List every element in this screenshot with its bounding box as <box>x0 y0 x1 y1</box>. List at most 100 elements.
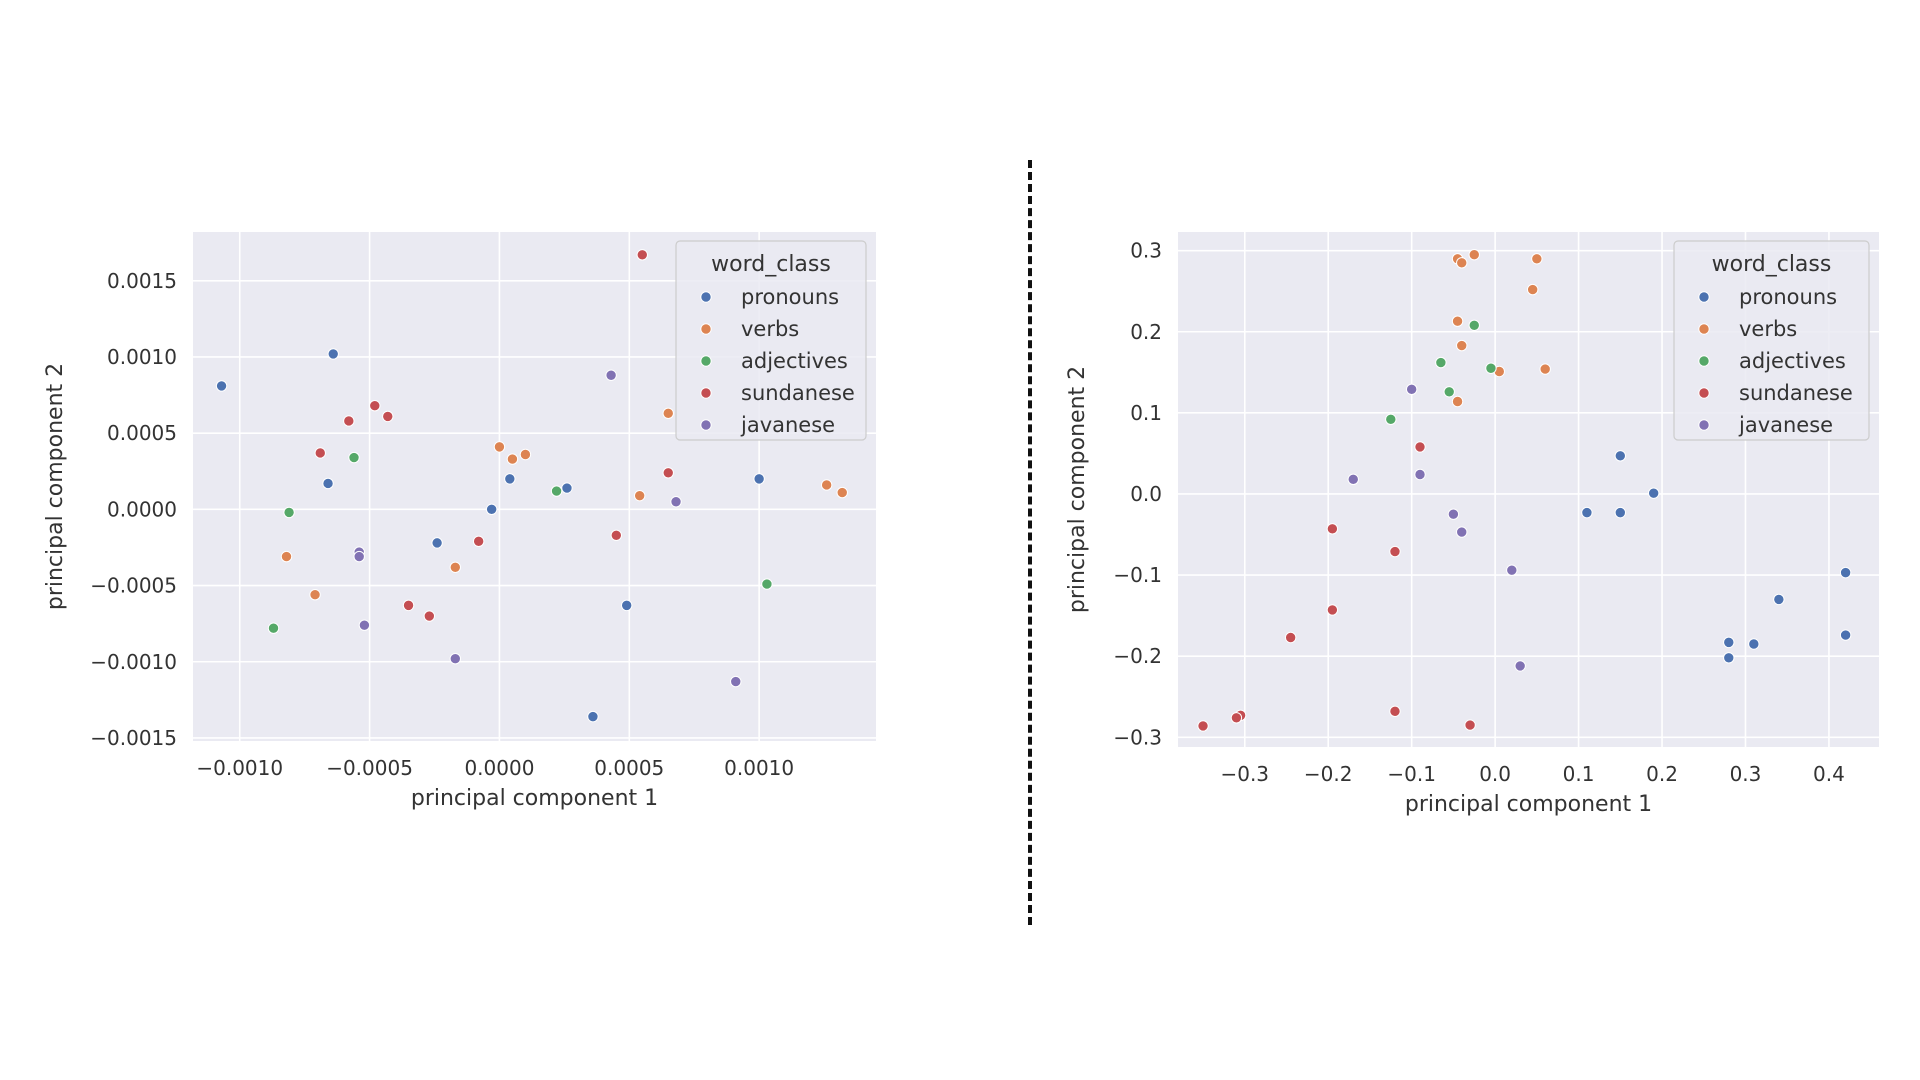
chart-right: −0.3 −0.2 −0.1 0.0 0.1 0.2 0.3 0.4 −0.3 −0.2 −0.1 0… <box>1065 232 1879 817</box>
x-tick-label: −0.3 <box>1220 762 1269 786</box>
point-verbs <box>633 489 646 502</box>
x-tick-label: −0.0010 <box>196 756 283 780</box>
legend-marker-sundanese <box>1698 387 1710 399</box>
legend-label-pronouns: pronouns <box>1739 285 1837 309</box>
dashed-divider <box>1028 160 1032 925</box>
point-sundanese <box>343 415 355 427</box>
point-javanese <box>353 550 365 563</box>
point-sundanese <box>1389 545 1401 558</box>
y-tick-label: −0.3 <box>1113 725 1162 749</box>
point-verbs <box>1451 395 1464 408</box>
point-pronouns <box>753 473 765 485</box>
legend-box <box>1673 240 1870 441</box>
point-pronouns <box>1614 506 1626 519</box>
point-pronouns <box>504 473 516 485</box>
y-tick-label: −0.0010 <box>90 650 177 674</box>
point-pronouns <box>431 537 443 549</box>
x-tick-label: 0.0 <box>1479 762 1511 786</box>
point-verbs <box>280 550 293 563</box>
point-sundanese <box>610 529 623 541</box>
point-javanese <box>1405 383 1418 396</box>
point-sundanese <box>1389 705 1401 718</box>
point-javanese <box>1514 660 1526 672</box>
y-tick-label: −0.1 <box>1113 563 1162 587</box>
point-javanese <box>358 619 371 631</box>
y-tick-label: −0.0015 <box>90 726 177 750</box>
legend-marker-verbs <box>700 323 712 335</box>
legend-marker-pronouns <box>1698 291 1710 303</box>
point-verbs <box>1456 339 1468 352</box>
point-pronouns <box>1773 593 1785 606</box>
point-sundanese <box>1326 604 1339 616</box>
point-verbs <box>820 479 833 491</box>
point-pronouns <box>587 710 599 723</box>
point-sundanese <box>314 447 326 459</box>
point-pronouns <box>322 477 334 490</box>
legend-marker-adjectives <box>1698 355 1710 367</box>
x-tick-label: 0.2 <box>1646 762 1678 786</box>
legend-title: word_class <box>1712 252 1832 277</box>
legend-marker-verbs <box>1698 323 1710 335</box>
y-tick-label: 0.3 <box>1130 239 1162 263</box>
x-tick-label: 0.4 <box>1813 762 1845 786</box>
y-tick-label: 0.0 <box>1130 482 1162 506</box>
x-tick-label: 0.0010 <box>724 756 794 780</box>
point-sundanese <box>1230 712 1243 724</box>
legend-box <box>675 240 867 441</box>
x-tick-label: −0.2 <box>1304 762 1353 786</box>
point-verbs <box>309 589 321 601</box>
x-tick-label: 0.0000 <box>464 756 534 780</box>
point-verbs <box>662 407 674 420</box>
legend-label-sundanese: sundanese <box>741 381 855 405</box>
point-pronouns <box>1839 566 1852 579</box>
point-sundanese <box>402 599 415 612</box>
x-tick-label: −0.0005 <box>326 756 413 780</box>
point-adjectives <box>1485 362 1497 374</box>
legend-label-verbs: verbs <box>741 317 799 341</box>
point-sundanese <box>1284 631 1297 644</box>
legend-marker-javanese <box>700 419 712 431</box>
x-axis-label: principal component 1 <box>411 786 658 811</box>
point-verbs <box>506 453 519 465</box>
legend-marker-sundanese <box>700 387 712 399</box>
point-pronouns <box>485 503 498 516</box>
point-verbs <box>1526 283 1539 296</box>
point-adjectives <box>283 506 295 519</box>
point-pronouns <box>1647 487 1660 499</box>
x-tick-label: 0.0005 <box>594 756 664 780</box>
point-adjectives <box>1468 319 1480 331</box>
y-tick-label: 0.0000 <box>107 497 177 521</box>
legend-label-javanese: javanese <box>1738 413 1833 437</box>
x-axis-label: principal component 1 <box>1405 792 1652 817</box>
point-verbs <box>519 448 532 461</box>
point-sundanese <box>382 410 394 423</box>
y-tick-label: 0.0005 <box>107 421 177 445</box>
point-adjectives <box>348 451 360 464</box>
point-javanese <box>670 496 682 508</box>
y-tick-label: −0.0005 <box>90 574 177 598</box>
legend-label-adjectives: adjectives <box>1739 349 1846 373</box>
point-javanese <box>730 675 742 688</box>
point-adjectives <box>1435 356 1447 369</box>
legend-marker-adjectives <box>700 355 712 367</box>
point-sundanese <box>472 535 485 548</box>
legend-marker-javanese <box>1698 419 1710 431</box>
legend-label-sundanese: sundanese <box>1739 381 1853 405</box>
point-adjectives <box>1385 413 1397 426</box>
y-axis-label: principal component 2 <box>43 363 68 610</box>
y-tick-label: 0.0010 <box>107 345 177 369</box>
y-axis-label: principal component 2 <box>1065 366 1090 613</box>
point-sundanese <box>636 249 648 261</box>
y-tick-label: 0.0015 <box>107 269 177 293</box>
point-sundanese <box>1326 523 1339 535</box>
chart-left: −0.0010 −0.0005 0.0000 0.0005 0.0010−0.0015−… <box>43 232 876 811</box>
point-pronouns <box>1581 506 1593 519</box>
y-tick-label: −0.2 <box>1113 644 1162 668</box>
point-pronouns <box>1723 636 1735 649</box>
point-pronouns <box>620 599 633 612</box>
legend-right: word_class pronouns verbs adjectives sundane… <box>1673 240 1870 441</box>
point-verbs <box>493 441 506 453</box>
x-tick-label: 0.3 <box>1730 762 1762 786</box>
point-pronouns <box>561 482 573 494</box>
